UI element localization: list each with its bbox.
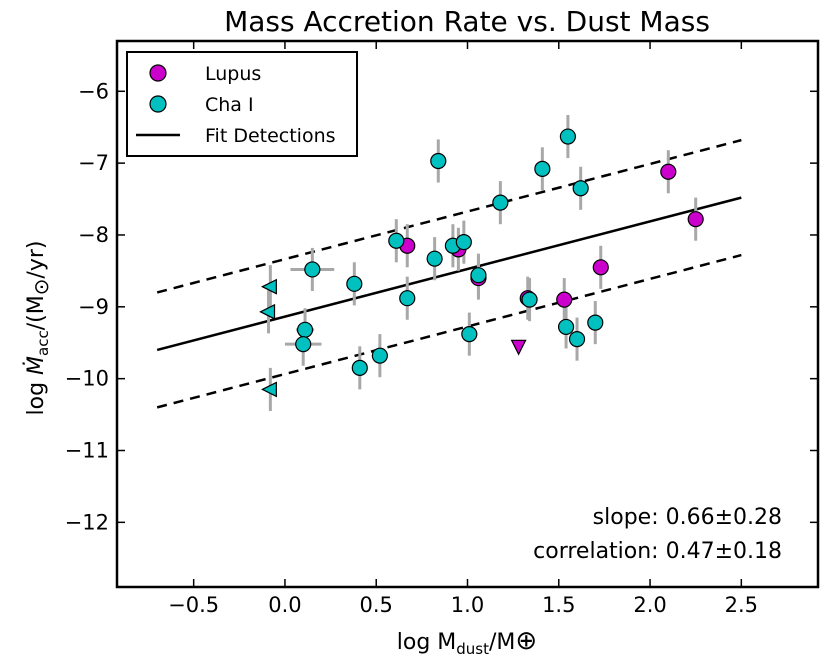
cha-i-point <box>295 336 312 353</box>
cha-i-point <box>371 347 388 364</box>
lupus-upper-limit-marker <box>510 339 527 356</box>
y-tick-label: −12 <box>65 510 109 534</box>
cha-i-point <box>572 180 589 197</box>
y-tick-label: −10 <box>65 367 109 391</box>
axes-frame <box>115 39 820 589</box>
cha-i-point <box>430 152 447 170</box>
cha-i-point <box>534 160 551 177</box>
legend: Lupus Cha I Fit Detections <box>126 51 358 157</box>
y-axis-label: log Ṁacc/(M⊙/yr) <box>23 240 53 415</box>
cha-i-point <box>304 261 321 278</box>
legend-lupus-marker <box>149 64 167 82</box>
lupus-point <box>660 163 677 180</box>
y-tick-label: −11 <box>65 439 109 463</box>
lupus-point <box>687 211 704 228</box>
y-tick-label: −8 <box>78 223 109 247</box>
cha-i-point <box>399 290 416 307</box>
cha-i-point <box>388 232 405 249</box>
legend-cha-label: Cha I <box>205 94 254 116</box>
x-axis-label: log Mdust/M⊕ <box>397 626 537 658</box>
cha-i-point <box>296 321 314 338</box>
x-tick-label: 1.5 <box>542 593 575 617</box>
cha-i-point <box>557 318 575 336</box>
x-tick-label: −0.5 <box>168 593 219 617</box>
chart-title: Mass Accretion Rate vs. Dust Mass <box>224 5 710 38</box>
y-tick-label: −9 <box>78 295 109 319</box>
cha-i-point <box>587 314 604 331</box>
cha-i-upper-limit-marker <box>259 303 276 320</box>
slope-annotation: slope: 0.66±0.28 <box>593 505 782 530</box>
x-tick-label: 1.0 <box>451 593 484 617</box>
lupus-point <box>556 291 573 308</box>
cha-i-point <box>461 326 478 343</box>
cha-i-point <box>568 331 586 348</box>
fit-lower-dashed-line <box>156 253 742 409</box>
cha-i-point <box>426 250 443 267</box>
fit-line <box>156 196 742 352</box>
plot-area <box>156 114 742 411</box>
legend-cha-marker <box>149 95 167 113</box>
correlation-annotation: correlation: 0.47±0.18 <box>533 539 782 564</box>
axis-ticks: −0.5 0.0 0.5 1.0 1.5 2.0 2.5 −12 −11 −10 −9 −8 −7 −6 <box>65 41 818 617</box>
cha-i-point <box>455 234 472 251</box>
x-tick-label: 2.5 <box>725 593 758 617</box>
x-tick-label: 0.5 <box>360 593 393 617</box>
lupus-point <box>592 259 609 276</box>
cha-i-upper-limit-marker <box>261 278 277 295</box>
legend-fit-label: Fit Detections <box>205 125 336 147</box>
y-tick-label: −6 <box>78 79 109 103</box>
fit-upper-dashed-line <box>156 138 742 294</box>
x-tick-label: 0.0 <box>268 593 301 617</box>
cha-i-upper-limit-marker <box>261 381 277 398</box>
cha-i-point <box>470 267 487 284</box>
cha-i-point <box>521 291 538 308</box>
cha-i-point <box>346 275 363 292</box>
cha-i-point <box>492 194 509 211</box>
y-tick-label: −7 <box>78 151 109 175</box>
cha-i-point <box>559 128 577 145</box>
legend-lupus-label: Lupus <box>205 63 261 85</box>
cha-i-point <box>351 359 368 376</box>
x-tick-label: 2.0 <box>633 593 666 617</box>
